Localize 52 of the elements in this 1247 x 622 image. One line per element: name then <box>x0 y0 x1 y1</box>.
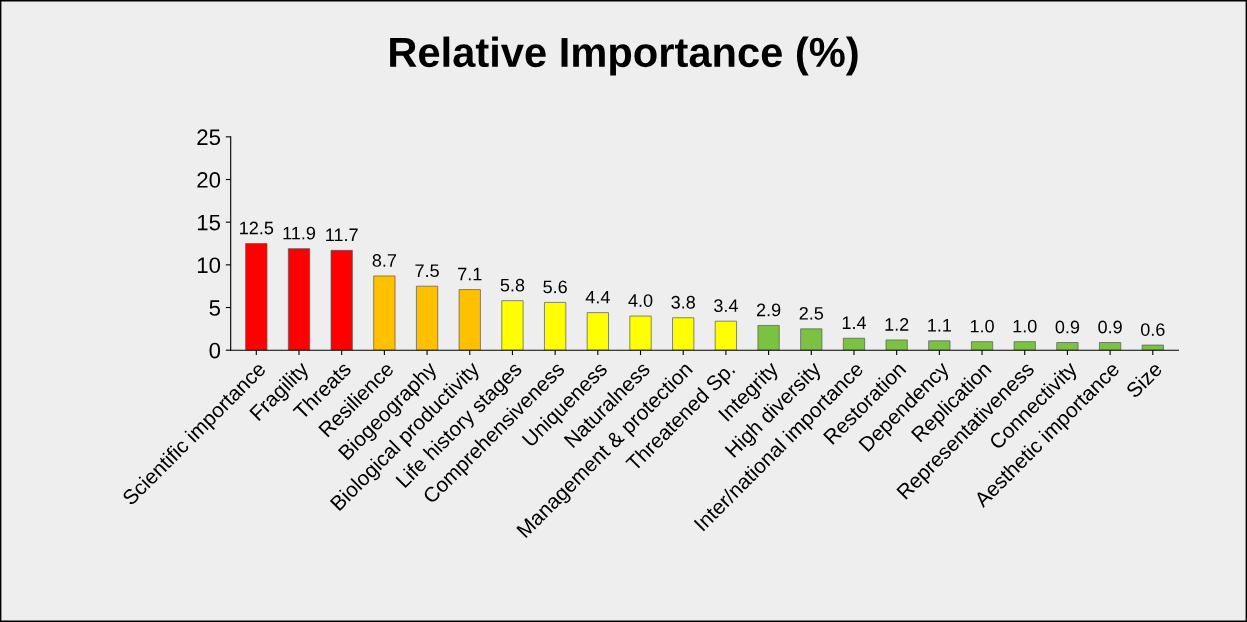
y-tick-label: 15 <box>197 214 221 231</box>
bar <box>1056 342 1079 351</box>
y-tick-label: 25 <box>197 129 221 146</box>
y-tick-label: 5 <box>209 300 221 316</box>
data-label: 11.7 <box>326 228 358 242</box>
bar <box>885 339 908 351</box>
bar <box>245 243 268 351</box>
bar <box>544 302 567 351</box>
data-label: 0.6 <box>1140 323 1165 336</box>
data-label: 1.1 <box>928 319 952 332</box>
y-tick-label: 10 <box>197 257 221 274</box>
data-label: 1.0 <box>970 319 994 333</box>
bar <box>287 248 311 351</box>
bar <box>373 275 396 351</box>
data-label: 12.5 <box>240 221 274 235</box>
bar <box>629 315 652 351</box>
data-label: 2.5 <box>799 306 824 320</box>
y-tick-label: 20 <box>197 172 221 188</box>
data-label: 7.1 <box>458 267 482 281</box>
data-label: 2.9 <box>756 303 781 317</box>
bar <box>501 300 524 351</box>
data-label: 1.2 <box>885 318 909 331</box>
data-label: 3.4 <box>714 299 738 313</box>
data-label: 4.4 <box>585 290 610 304</box>
bar <box>842 337 865 351</box>
bar <box>586 312 609 351</box>
data-label: 11.9 <box>283 226 316 240</box>
bar <box>416 285 439 351</box>
bar <box>1013 341 1036 351</box>
data-label: 1.0 <box>1013 319 1037 333</box>
bar <box>1099 342 1122 351</box>
bar <box>971 341 994 351</box>
bar <box>928 340 951 351</box>
data-label: 5.8 <box>500 278 525 292</box>
bar <box>800 328 823 351</box>
data-label: 4.0 <box>628 294 653 307</box>
chart-title: Relative Importance (%) <box>390 36 858 76</box>
data-label: 0.9 <box>1055 320 1080 334</box>
bar <box>1141 344 1164 351</box>
bar <box>458 289 481 351</box>
bar <box>330 249 353 351</box>
bar <box>757 325 780 351</box>
data-label: 5.6 <box>543 280 567 294</box>
data-label: 8.7 <box>372 254 397 267</box>
data-label: 7.5 <box>415 264 439 278</box>
bar <box>714 320 737 351</box>
bar <box>672 317 695 351</box>
y-tick-label: 0 <box>209 342 221 359</box>
x-tick-label: Size <box>1124 360 1163 399</box>
data-label: 3.8 <box>671 295 695 309</box>
data-label: 1.4 <box>842 316 866 329</box>
data-label: 0.9 <box>1098 320 1122 334</box>
